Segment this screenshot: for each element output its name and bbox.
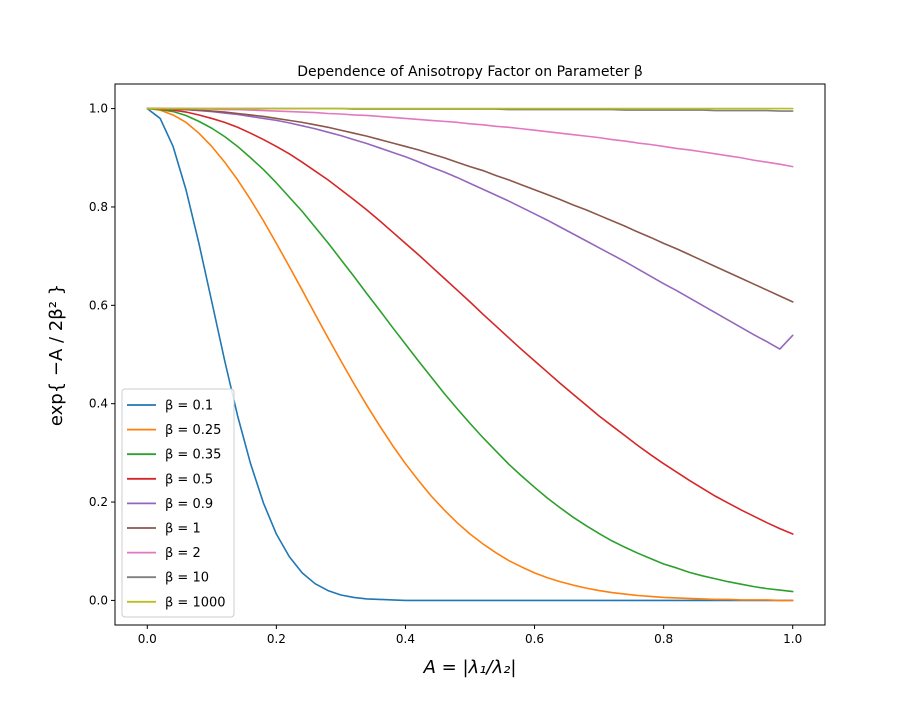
series-layer xyxy=(146,107,794,602)
x-tick-label-3: 0.6 xyxy=(525,632,544,646)
legend-label-8: β = 1000 xyxy=(165,595,226,610)
x-axis-ticks: 0.0 0.2 0.4 0.6 0.8 1.0 xyxy=(138,625,802,646)
x-axis-label: A = |λ₁/λ₂| xyxy=(423,657,517,678)
series-line-4 xyxy=(146,107,794,350)
series-line-2 xyxy=(146,107,794,593)
legend-label-3: β = 0.5 xyxy=(165,472,213,487)
y-tick-label-2: 0.4 xyxy=(89,397,108,411)
y-axis-ticks: 0.0 0.2 0.4 0.6 0.8 1.0 xyxy=(89,102,115,607)
series-line-3 xyxy=(146,107,794,535)
legend-label-5: β = 1 xyxy=(165,522,201,537)
y-tick-label-3: 0.6 xyxy=(89,298,108,312)
legend-label-1: β = 0.25 xyxy=(165,423,221,438)
legend-label-4: β = 0.9 xyxy=(165,497,213,512)
legend: β = 0.1 β = 0.25 β = 0.35 β = 0.5 β = 0.9 β =… xyxy=(121,388,235,618)
y-tick-label-0: 0.0 xyxy=(89,593,108,607)
x-tick-label-2: 0.4 xyxy=(396,632,415,646)
legend-items: β = 0.1 β = 0.25 β = 0.35 β = 0.5 β = 0.9 β =… xyxy=(127,399,226,610)
series-line-6 xyxy=(146,107,794,168)
x-tick-label-0: 0.0 xyxy=(138,632,157,646)
legend-label-2: β = 0.35 xyxy=(165,448,221,463)
y-tick-label-5: 1.0 xyxy=(89,102,108,116)
series-line-0 xyxy=(146,107,794,602)
series-line-5 xyxy=(146,107,794,303)
chart-title: Dependence of Anisotropy Factor on Param… xyxy=(297,64,643,80)
legend-frame xyxy=(121,388,235,618)
legend-label-0: β = 0.1 xyxy=(165,399,213,414)
x-tick-label-5: 1.0 xyxy=(783,632,802,646)
y-tick-label-1: 0.2 xyxy=(89,495,108,509)
y-axis-label: exp{ −A / 2β² } xyxy=(46,284,67,426)
x-tick-label-4: 0.8 xyxy=(654,632,673,646)
plot-frame xyxy=(114,83,826,626)
y-tick-label-4: 0.8 xyxy=(89,200,108,214)
series-line-1 xyxy=(146,107,794,602)
legend-label-6: β = 2 xyxy=(165,546,201,561)
legend-label-7: β = 10 xyxy=(165,571,209,586)
x-tick-label-1: 0.2 xyxy=(267,632,286,646)
